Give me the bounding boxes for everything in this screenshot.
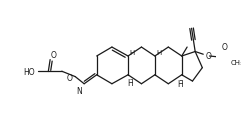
Text: H̄: H̄: [177, 80, 183, 88]
Text: CH₃: CH₃: [231, 60, 241, 66]
Text: O: O: [51, 50, 57, 59]
Text: O: O: [67, 73, 73, 82]
Text: HO: HO: [23, 67, 35, 76]
Text: O: O: [206, 51, 212, 60]
Text: Ḧ: Ḧ: [127, 79, 133, 88]
Text: O: O: [222, 42, 228, 51]
Text: H: H: [130, 49, 135, 55]
Text: N: N: [77, 86, 82, 95]
Text: H: H: [157, 50, 162, 56]
